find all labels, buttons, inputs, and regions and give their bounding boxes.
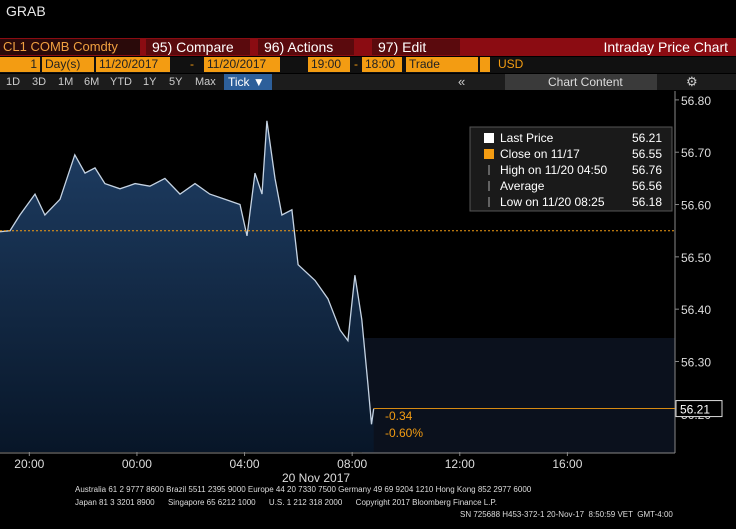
after-region [362,338,675,453]
footer-line: Japan 81 3 3201 8900 Singapore 65 6212 1… [75,498,497,507]
x-tick-label: 16:00 [552,457,582,471]
actions-button[interactable]: 96) Actions [258,39,354,55]
legend-box [469,126,673,212]
panel-title: Intraday Price Chart [603,39,729,55]
period-button[interactable]: 1D [6,76,21,88]
legend-value: 56.76 [632,163,662,177]
dropdown[interactable] [480,57,490,72]
period-button[interactable]: 6M [84,76,100,88]
chart-content-bar [505,74,657,90]
x-tick-label: 08:00 [337,457,367,471]
settings-icon[interactable]: ⚙ [686,74,698,89]
change-pct-label: -0.60% [385,426,423,440]
source-field[interactable]: Trade [406,57,478,72]
ticker-field[interactable]: CL1 COMB Comdty [0,39,140,55]
edit-button[interactable]: 97) Edit [372,39,460,55]
period-button[interactable]: 1M [58,76,74,88]
last-price-box [675,400,723,418]
y-tick-label: 56.80 [681,94,711,108]
count-field[interactable]: 1 [0,57,40,72]
legend-value: 56.18 [632,195,662,209]
legend-label: Close on 11/17 [500,147,580,161]
y-tick-label: 56.30 [681,355,711,369]
x-tick-label: 00:00 [122,457,152,471]
start-date-field[interactable]: 11/20/2017 [96,57,170,72]
change-label: -0.34 [385,409,413,423]
legend-swatch [484,149,494,159]
separator: - [190,57,194,71]
legend-value: 56.56 [632,179,662,193]
last-price-label: 56.21 [680,403,710,417]
footer-line: Australia 61 2 9777 8600 Brazil 5511 239… [75,485,532,494]
x-tick-label: 12:00 [445,457,475,471]
separator: - [354,57,358,71]
collapse-icon[interactable]: « [458,74,466,89]
unit-field[interactable]: Day(s) [42,57,94,72]
period-button[interactable]: YTD [110,76,132,88]
currency: USD [498,57,524,71]
y-tick-label: 56.70 [681,146,711,160]
price-area [0,120,374,453]
interval-select[interactable]: Tick ▼ [224,74,272,90]
y-tick-label: 56.50 [681,251,711,265]
start-time-field[interactable]: 19:00 [308,57,350,72]
legend-label: Average [500,179,545,193]
legend-swatch [484,133,494,143]
legend-label: Last Price [500,131,554,145]
window-title: GRAB [6,3,46,19]
end-time-field[interactable]: 18:00 [362,57,402,72]
compare-button[interactable]: 95) Compare [146,39,250,55]
footer-line: SN 725688 H453-372-1 20-Nov-17 8:50:59 V… [460,510,673,519]
legend-value: 56.21 [632,131,662,145]
chart-content-button[interactable]: Chart Content [548,75,623,89]
y-tick-label: 56.40 [681,303,711,317]
interval-label: Tick [228,75,250,89]
legend-value: 56.55 [632,147,662,161]
period-button[interactable]: Max [195,76,216,88]
period-button[interactable]: 1Y [143,76,157,88]
x-tick-label: 04:00 [230,457,260,471]
period-button[interactable]: 5Y [169,76,183,88]
y-tick-label: 56.60 [681,199,711,213]
end-date-field[interactable]: 11/20/2017 [204,57,280,72]
price-line [0,120,375,425]
x-tick-label: 20:00 [14,457,44,471]
legend-label: Low on 11/20 08:25 [500,195,605,209]
period-button[interactable]: 3D [32,76,47,88]
legend-label: High on 11/20 04:50 [500,163,608,177]
x-axis-label: 20 Nov 2017 [282,471,350,485]
